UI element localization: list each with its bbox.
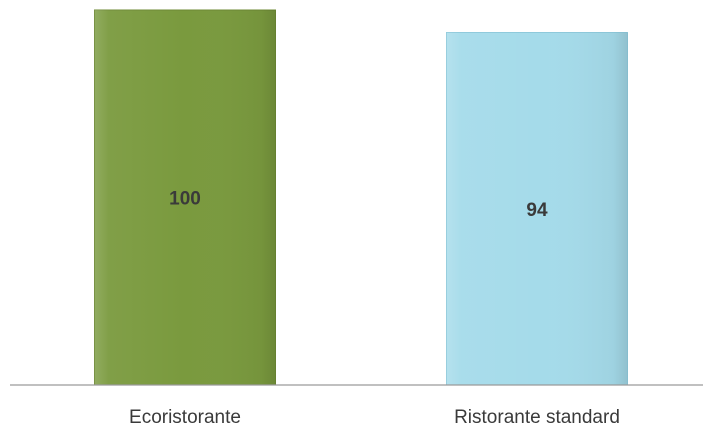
category-label-ecoristorante: Ecoristorante [129,407,241,426]
data-label-ristorante-standard: 94 [526,200,548,221]
data-label-ecoristorante: 100 [169,189,201,210]
category-label-ristorante-standard: Ristorante standard [454,407,620,426]
bars-group [94,9,628,386]
bar-highlight [94,10,276,385]
labels-group: 100 Ecoristorante 94 Ristorante standard [129,189,620,429]
bar-highlight [446,32,628,385]
